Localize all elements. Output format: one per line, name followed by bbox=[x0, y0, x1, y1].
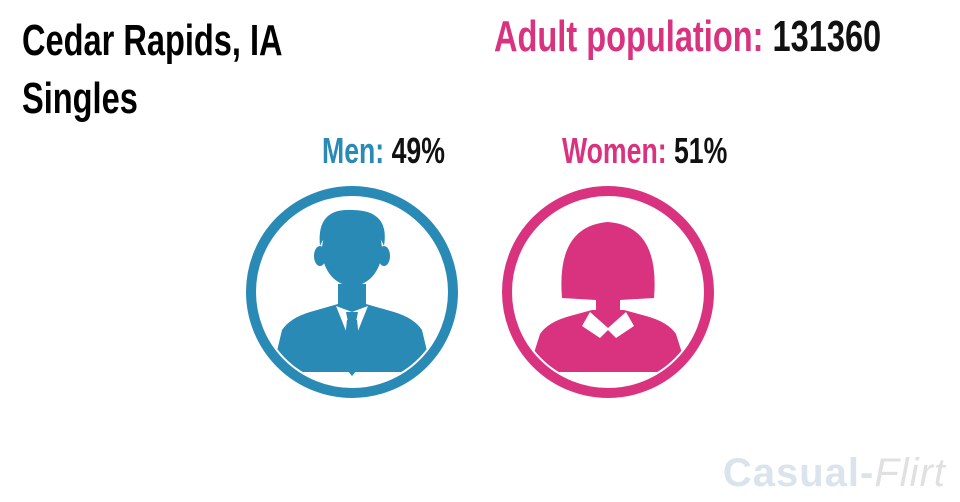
man-icon bbox=[246, 186, 458, 398]
page-title: Cedar Rapids, IA Singles bbox=[22, 12, 283, 128]
man-ear-right bbox=[378, 246, 390, 266]
woman-body bbox=[528, 310, 688, 372]
man-neck bbox=[338, 284, 366, 308]
man-circle-ring bbox=[246, 186, 458, 398]
adult-population: Adult population: 131360 bbox=[494, 10, 881, 64]
men-value: 49% bbox=[391, 130, 445, 171]
women-stat: Women: 51% bbox=[562, 128, 727, 174]
brand-part1: Casual bbox=[722, 451, 861, 495]
adult-population-label: Adult population: bbox=[494, 12, 764, 61]
man-ear-left bbox=[314, 246, 326, 266]
page-title-subtitle: Singles bbox=[22, 74, 138, 123]
brand-part2: Flirt bbox=[874, 451, 946, 495]
man-hair bbox=[319, 209, 385, 246]
adult-population-value: 131360 bbox=[772, 12, 882, 61]
brand-separator: - bbox=[860, 451, 875, 495]
women-value: 51% bbox=[673, 130, 728, 171]
woman-fringe bbox=[578, 230, 639, 262]
man-tie-knot bbox=[346, 312, 358, 322]
brand-watermark: Casual-Flirt bbox=[723, 448, 946, 498]
man-head bbox=[322, 214, 382, 286]
women-label: Women: bbox=[562, 130, 667, 171]
men-label: Men: bbox=[322, 130, 385, 171]
man-tie bbox=[342, 320, 362, 376]
woman-collar bbox=[582, 312, 634, 338]
men-stat: Men: 49% bbox=[322, 128, 445, 174]
page-title-city: Cedar Rapids, IA bbox=[22, 16, 283, 65]
woman-circle-ring bbox=[502, 186, 714, 398]
woman-icon bbox=[502, 186, 714, 398]
